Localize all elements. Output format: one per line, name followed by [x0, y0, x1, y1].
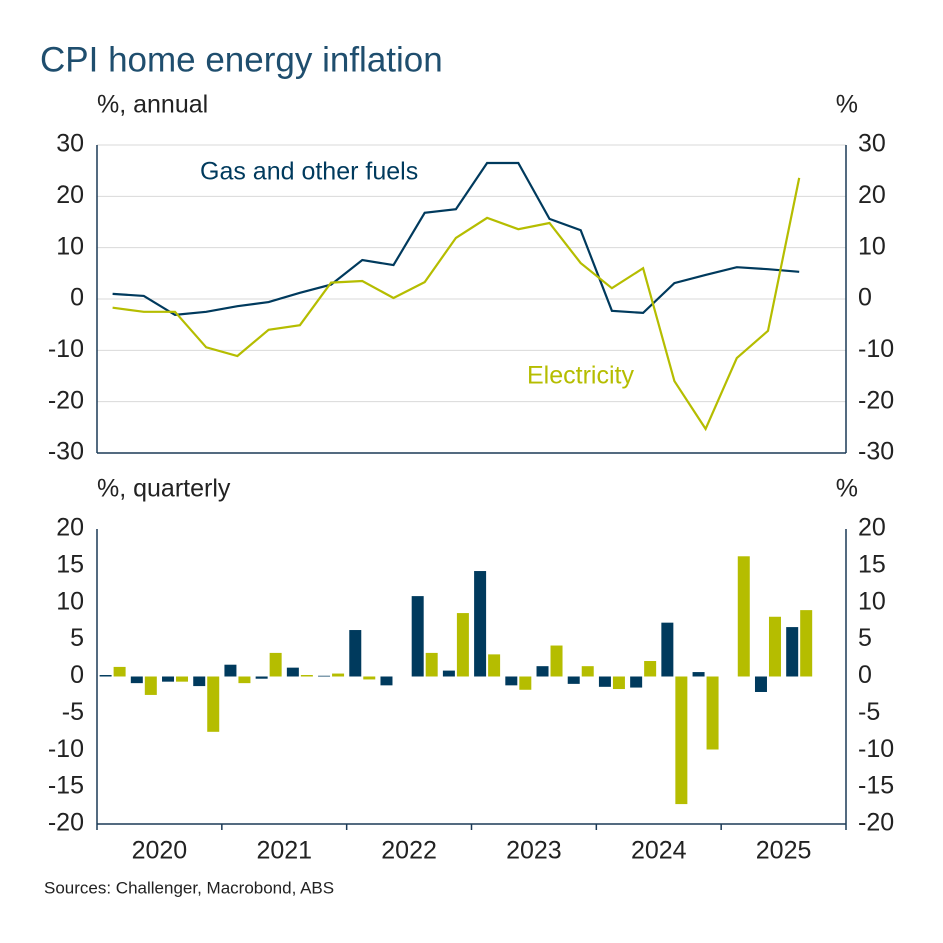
bar	[411, 596, 424, 677]
y2-tick-label: 10	[858, 232, 886, 260]
y2-tick-label: -10	[858, 335, 894, 363]
y-tick-label: 10	[56, 587, 84, 615]
bar	[474, 571, 487, 677]
y2-tick-label: 10	[858, 587, 886, 615]
y-tick-label: -5	[62, 698, 84, 726]
y-tick-label: -15	[48, 772, 84, 800]
y-tick-label: 0	[70, 284, 84, 312]
line	[112, 177, 801, 432]
bar	[630, 676, 643, 688]
y2-tick-label: -10	[858, 735, 894, 763]
y-tick-label: 15	[56, 550, 84, 578]
series-label: Electricity	[527, 362, 634, 390]
bar	[363, 676, 376, 680]
y2-tick-label: 5	[858, 624, 872, 652]
y-tick-label: 30	[56, 130, 84, 158]
bar	[442, 670, 455, 677]
x-tick-label: 2021	[256, 837, 312, 865]
y-tick-label: 20	[56, 181, 84, 209]
x-tick-label: 2020	[132, 837, 188, 865]
bar	[425, 652, 438, 677]
bar	[644, 661, 657, 677]
y2-tick-label: -20	[858, 386, 894, 414]
y-tick-label: -20	[48, 809, 84, 837]
y-tick-label: -10	[48, 335, 84, 363]
bar	[567, 676, 580, 684]
y-tick-label: 10	[56, 232, 84, 260]
bar	[768, 616, 781, 677]
bar	[519, 676, 532, 690]
bar	[661, 622, 674, 677]
y-tick-label: 0	[70, 661, 84, 689]
bar	[300, 675, 313, 677]
bar	[99, 675, 112, 677]
bar	[380, 676, 393, 686]
bar	[130, 676, 143, 684]
bar	[675, 676, 688, 805]
y2-tick-label: 20	[858, 514, 886, 542]
bar	[349, 630, 362, 677]
bar	[193, 676, 206, 687]
y2-tick-label: -5	[858, 698, 880, 726]
y-tick-label: -20	[48, 386, 84, 414]
y2-axis-label: %	[836, 475, 858, 503]
y2-tick-label: 30	[858, 130, 886, 158]
bar	[754, 676, 767, 692]
x-tick-label: 2024	[631, 837, 687, 865]
series-label: Gas and other fuels	[200, 158, 418, 186]
y2-tick-label: 0	[858, 661, 872, 689]
y2-tick-label: -15	[858, 772, 894, 800]
y-tick-label: 20	[56, 514, 84, 542]
bar	[286, 667, 299, 677]
bar	[113, 666, 126, 677]
source: Sources: Challenger, Macrobond, ABS	[44, 878, 334, 897]
x-tick-label: 2023	[506, 837, 562, 865]
y2-tick-label: 20	[858, 181, 886, 209]
bar	[162, 676, 175, 682]
bar	[207, 676, 220, 732]
bar	[238, 676, 251, 684]
bar	[536, 666, 549, 677]
y2-axis-label: %	[836, 91, 858, 119]
bar	[550, 645, 563, 677]
bar	[224, 664, 237, 677]
x-tick-label: 2022	[381, 837, 437, 865]
bar	[332, 673, 345, 677]
bar	[255, 676, 268, 679]
bar	[269, 652, 282, 677]
bar	[612, 676, 625, 690]
bar	[706, 676, 719, 750]
y2-tick-label: 15	[858, 550, 886, 578]
bar	[176, 676, 189, 682]
bar	[488, 654, 501, 677]
y-axis-label: %, annual	[97, 91, 208, 119]
y2-tick-label: 0	[858, 284, 872, 312]
y-tick-label: -30	[48, 438, 84, 466]
bar	[598, 676, 611, 687]
bar	[318, 675, 331, 677]
line	[112, 161, 800, 317]
bar	[737, 556, 750, 677]
bar	[800, 610, 813, 677]
chart-title: CPI home energy inflation	[40, 40, 443, 79]
y-tick-label: -10	[48, 735, 84, 763]
y2-tick-label: -30	[858, 438, 894, 466]
bar	[581, 666, 594, 677]
bar	[144, 676, 157, 695]
y-axis-label: %, quarterly	[97, 475, 231, 503]
bar	[456, 613, 469, 677]
x-tick-label: 2025	[756, 837, 812, 865]
bar	[786, 627, 799, 677]
bar	[692, 672, 705, 677]
y-tick-label: 5	[70, 624, 84, 652]
bar	[505, 676, 518, 686]
y2-tick-label: -20	[858, 809, 894, 837]
